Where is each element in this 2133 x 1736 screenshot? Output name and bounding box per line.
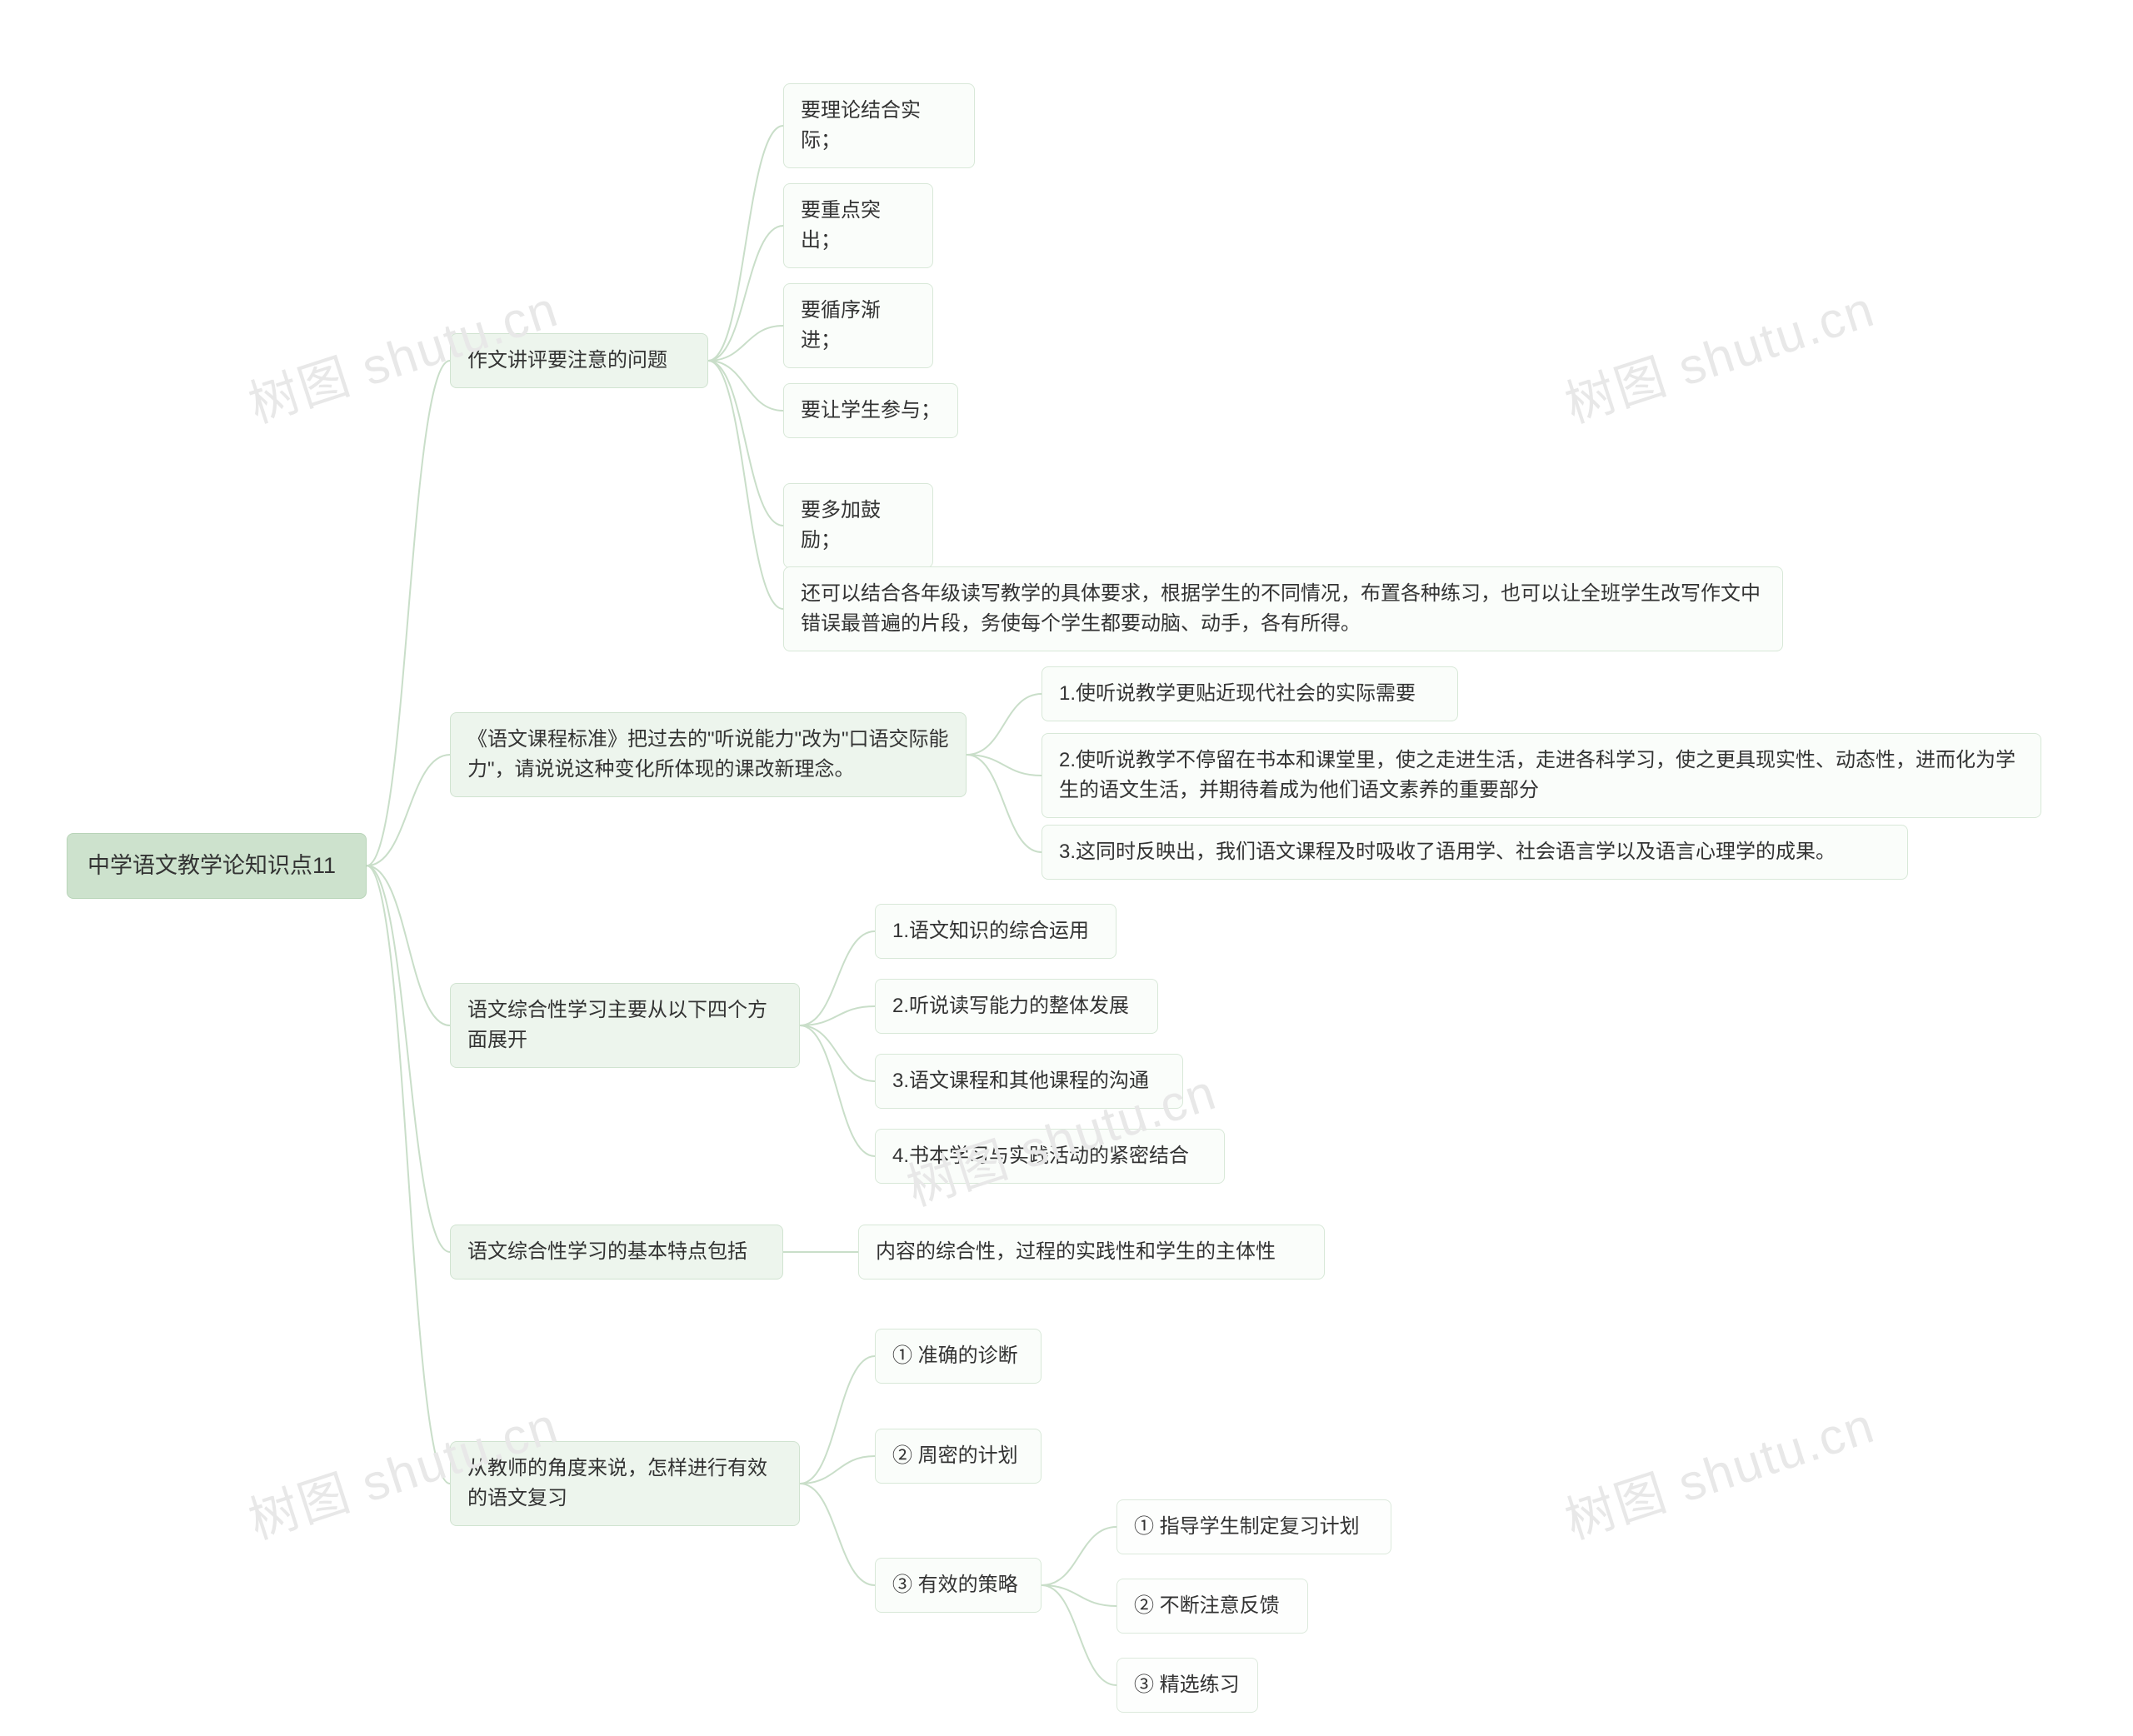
mindmap-node: 从教师的角度来说，怎样进行有效的语文复习 [450, 1441, 800, 1526]
mindmap-node: 3.这同时反映出，我们语文课程及时吸收了语用学、社会语言学以及语言心理学的成果。 [1042, 825, 1908, 880]
node-label: 要理论结合实际； [801, 99, 921, 152]
node-label: 2.听说读写能力的整体发展 [892, 995, 1129, 1017]
mindmap-node: 要重点突出； [783, 183, 933, 268]
node-label: 1.使听说教学更贴近现代社会的实际需要 [1059, 682, 1416, 705]
node-label: 3.这同时反映出，我们语文课程及时吸收了语用学、社会语言学以及语言心理学的成果。 [1059, 841, 1836, 863]
node-label: 语文综合性学习主要从以下四个方面展开 [467, 999, 767, 1051]
mindmap-node: 2.听说读写能力的整体发展 [875, 979, 1158, 1034]
mindmap-node: 4.书本学习与实践活动的紧密结合 [875, 1129, 1225, 1184]
mindmap-node: ② 不断注意反馈 [1116, 1579, 1308, 1634]
mindmap-node: ③ 精选练习 [1116, 1658, 1258, 1713]
mindmap-node: ③ 有效的策略 [875, 1558, 1042, 1613]
node-label: 2.使听说教学不停留在书本和课堂里，使之走进生活，走进各科学习，使之更具现实性、… [1059, 749, 2016, 801]
node-label: 要循序渐进； [801, 299, 881, 352]
node-label: 要重点突出； [801, 199, 881, 252]
node-label: 中学语文教学论知识点11 [87, 853, 336, 878]
mindmap-node: 还可以结合各年级读写教学的具体要求，根据学生的不同情况，布置各种练习，也可以让全… [783, 566, 1783, 651]
mindmap-node: ① 指导学生制定复习计划 [1116, 1499, 1391, 1554]
node-label: 从教师的角度来说，怎样进行有效的语文复习 [467, 1457, 767, 1509]
mindmap-node: 语文综合性学习主要从以下四个方面展开 [450, 983, 800, 1068]
node-label: 4.书本学习与实践活动的紧密结合 [892, 1145, 1189, 1167]
node-label: 语文综合性学习的基本特点包括 [467, 1240, 747, 1263]
mindmap-node: 2.使听说教学不停留在书本和课堂里，使之走进生活，走进各科学习，使之更具现实性、… [1042, 733, 2041, 818]
mindmap-node: 要理论结合实际； [783, 83, 975, 168]
node-label: ③ 有效的策略 [892, 1574, 1018, 1596]
mindmap-node: 要循序渐进； [783, 283, 933, 368]
mindmap-node: 1.语文知识的综合运用 [875, 904, 1116, 959]
node-label: 3.语文课程和其他课程的沟通 [892, 1070, 1149, 1092]
mindmap-node: ② 周密的计划 [875, 1429, 1042, 1484]
mindmap-node: 作文讲评要注意的问题 [450, 333, 708, 388]
mindmap-node: 1.使听说教学更贴近现代社会的实际需要 [1042, 666, 1458, 721]
node-label: ① 指导学生制定复习计划 [1134, 1515, 1360, 1538]
node-label: 《语文课程标准》把过去的"听说能力"改为"口语交际能力"，请说说这种变化所体现的… [467, 728, 949, 781]
mindmap-node: ① 准确的诊断 [875, 1329, 1042, 1384]
mindmap-node: 要让学生参与； [783, 383, 958, 438]
mindmap-node: 语文综合性学习的基本特点包括 [450, 1225, 783, 1280]
node-label: 还可以结合各年级读写教学的具体要求，根据学生的不同情况，布置各种练习，也可以让全… [801, 582, 1761, 635]
node-label: ③ 精选练习 [1134, 1674, 1240, 1696]
node-label: 1.语文知识的综合运用 [892, 920, 1089, 942]
mindmap-node: 中学语文教学论知识点11 [67, 833, 367, 899]
node-label: 要多加鼓励； [801, 499, 881, 551]
mindmap-node: 内容的综合性，过程的实践性和学生的主体性 [858, 1225, 1325, 1280]
node-label: ① 准确的诊断 [892, 1344, 1018, 1367]
node-label: 内容的综合性，过程的实践性和学生的主体性 [876, 1240, 1276, 1263]
node-label: ② 不断注意反馈 [1134, 1594, 1280, 1617]
node-label: ② 周密的计划 [892, 1444, 1018, 1467]
mindmap-node: 《语文课程标准》把过去的"听说能力"改为"口语交际能力"，请说说这种变化所体现的… [450, 712, 967, 797]
mindmap-node: 3.语文课程和其他课程的沟通 [875, 1054, 1183, 1109]
mindmap-node: 要多加鼓励； [783, 483, 933, 568]
node-label: 作文讲评要注意的问题 [467, 349, 667, 372]
node-label: 要让学生参与； [801, 399, 941, 422]
